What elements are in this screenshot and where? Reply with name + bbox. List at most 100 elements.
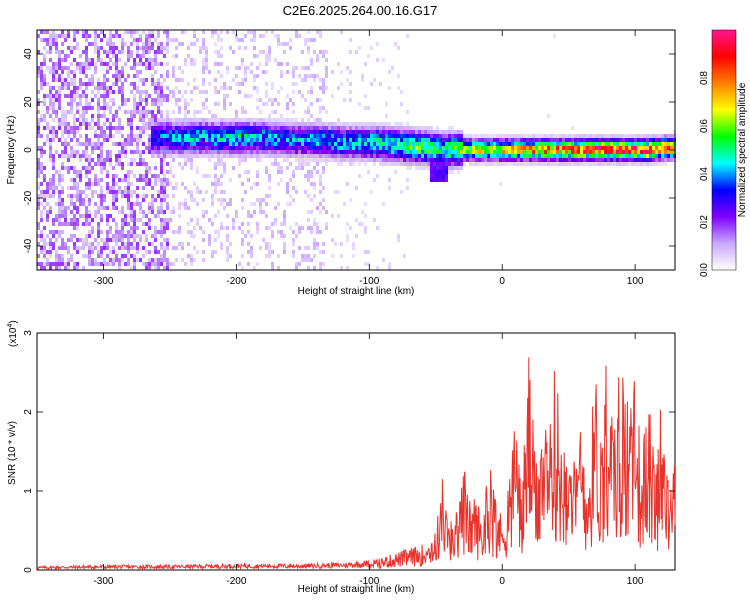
spectrogram-cell — [121, 178, 124, 182]
spectrogram-cell — [307, 130, 310, 134]
spectrogram-cell — [175, 182, 178, 186]
spectrogram-cell — [244, 234, 247, 238]
spectrogram-cell — [67, 54, 70, 58]
spectrogram-cell — [151, 234, 154, 238]
spectrogram-cell — [151, 82, 154, 86]
spectrogram-cell — [79, 202, 82, 206]
spectrogram-cell — [355, 186, 358, 190]
spectrogram-cell — [196, 86, 199, 90]
spectrogram-cell — [316, 130, 319, 134]
spectrogram-cell — [103, 82, 106, 86]
spectrogram-cell — [544, 146, 547, 150]
spectrogram-cell — [307, 246, 310, 250]
spectrogram-cell — [646, 142, 649, 146]
spectrogram-cell — [286, 42, 289, 46]
spectrogram-cell — [112, 50, 115, 54]
spectrogram-cell — [100, 106, 103, 110]
spectrogram-cell — [133, 254, 136, 258]
spectrogram-cell — [373, 162, 376, 166]
spectrogram-cell — [172, 210, 175, 214]
spectrogram-cell — [52, 234, 55, 238]
spectrogram-cell — [349, 130, 352, 134]
spectrogram-cell — [652, 134, 655, 138]
spectrogram-cell — [409, 142, 412, 146]
spectrogram-cell — [304, 158, 307, 162]
spectrogram-cell — [106, 138, 109, 142]
spectrogram-cell — [67, 66, 70, 70]
spectrogram-cell — [43, 74, 46, 78]
spectrogram-cell — [220, 118, 223, 122]
spectrogram-cell — [100, 94, 103, 98]
spectrogram-cell — [43, 142, 46, 146]
spectrogram-cell — [520, 134, 523, 138]
spectrogram-cell — [322, 166, 325, 170]
spectrogram-cell — [100, 178, 103, 182]
spectrogram-cell — [364, 94, 367, 98]
spectrogram-cell — [604, 162, 607, 166]
spectrogram-cell — [211, 138, 214, 142]
spectrogram-cell — [319, 30, 322, 34]
spectrogram-cell — [163, 146, 166, 150]
spectrogram-cell — [148, 30, 151, 34]
spectrogram-cell — [202, 258, 205, 262]
spectrogram-cell — [553, 150, 556, 154]
spectrogram-cell — [76, 186, 79, 190]
spectrogram-cell — [103, 166, 106, 170]
spectrogram-cell — [49, 98, 52, 102]
spectrogram-cell — [472, 138, 475, 142]
spectrogram-cell — [154, 70, 157, 74]
spectrogram-cell — [124, 78, 127, 82]
spectrogram-cell — [538, 162, 541, 166]
spectrogram-cell — [319, 86, 322, 90]
spectrogram-cell — [304, 130, 307, 134]
spectrogram-cell — [397, 162, 400, 166]
spectrogram-cell — [421, 158, 424, 162]
spectrogram-cell — [169, 170, 172, 174]
spectrogram-cell — [367, 250, 370, 254]
spectrogram-cell — [130, 242, 133, 246]
spectrogram-cell — [64, 58, 67, 62]
spectrogram-cell — [457, 166, 460, 170]
spectrogram-cell — [145, 250, 148, 254]
spectrogram-cell — [109, 46, 112, 50]
spectrogram-cell — [190, 166, 193, 170]
spectrogram-cell — [82, 122, 85, 126]
spectrogram-cell — [226, 154, 229, 158]
spectrogram-cell — [592, 162, 595, 166]
spectrogram-cell — [238, 162, 241, 166]
spectrogram-cell — [37, 226, 40, 230]
spectrogram-cell — [157, 90, 160, 94]
spectrogram-cell — [124, 102, 127, 106]
spectrogram-cell — [178, 138, 181, 142]
spectrogram-cell — [481, 150, 484, 154]
spectrogram-cell — [172, 150, 175, 154]
spectrogram-cell — [211, 198, 214, 202]
spectrogram-cell — [385, 122, 388, 126]
spectrogram-cell — [163, 198, 166, 202]
spectrogram-cell — [367, 170, 370, 174]
spectrogram-cell — [658, 142, 661, 146]
spectrogram-cell — [355, 138, 358, 142]
spectrogram-cell — [289, 134, 292, 138]
spectrogram-cell — [391, 138, 394, 142]
spectrogram-cell — [223, 138, 226, 142]
spectrogram-cell — [289, 178, 292, 182]
spectrogram-cell — [223, 102, 226, 106]
spectrogram-cell — [163, 238, 166, 242]
spectrogram-cell — [175, 154, 178, 158]
spectrogram-cell — [265, 166, 268, 170]
spectrogram-cell — [208, 134, 211, 138]
spectrogram-cell — [232, 126, 235, 130]
spectrogram-cell — [361, 222, 364, 226]
spectrogram-cell — [220, 130, 223, 134]
spectrogram-cell — [310, 142, 313, 146]
spectrogram-cell — [52, 110, 55, 114]
spectrogram-cell — [241, 138, 244, 142]
spectrogram-cell — [259, 134, 262, 138]
spectrogram-cell — [49, 50, 52, 54]
spectrogram-cell — [346, 142, 349, 146]
spectrogram-cell — [109, 110, 112, 114]
spectrogram-cell — [256, 106, 259, 110]
spectrogram-cell — [52, 38, 55, 42]
spectrogram-cell — [442, 170, 445, 174]
